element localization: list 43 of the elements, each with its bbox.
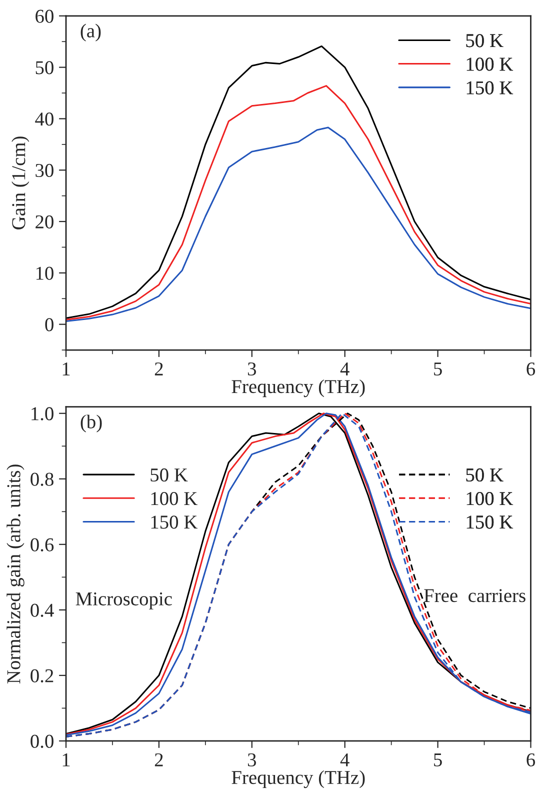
y-tick-label: 10 [36,266,54,280]
x-tick-label: 6 [526,362,536,376]
y-tick-label: 50 [36,61,54,74]
x-tick-label: 2 [154,753,163,766]
x-axis-title: Frequency (THz) [232,770,365,788]
x-tick-label: 6 [526,753,536,766]
annotation: Microscopic [76,592,172,610]
y-tick-label: 20 [36,215,54,228]
legend-label: 50 K [466,34,504,48]
annotation: (b) [80,414,102,432]
y-tick-label: 0.2 [30,669,54,682]
x-tick-label: 2 [154,362,163,376]
y-axis-title: Gain (1/cm) [12,136,30,230]
x-tick-label: 5 [434,362,442,376]
x-tick-label: 4 [340,362,350,376]
y-tick-label: 60 [36,10,54,23]
y-tick-label: 0.4 [30,604,54,617]
y-tick-label: 40 [35,112,54,126]
legend-label: 150 K [151,516,198,529]
legend-label: 100 K [151,492,198,506]
x-axis-title: Frequency (THz) [232,379,365,398]
y-tick-label: 1.0 [32,407,54,420]
x-tick-label: 3 [248,753,256,766]
x-tick-label: 5 [434,754,442,766]
y-axis-title: Normalized gain (arb. units) [6,464,24,684]
legend-label: 150 K [466,516,514,529]
y-tick-label: 30 [36,164,54,178]
y-tick-label: 0.0 [30,734,54,748]
x-tick-label: 3 [248,362,256,376]
x-tick-label: 1 [62,753,70,766]
legend-label: 50 K [466,468,504,482]
legend-label: 50 K [150,468,188,482]
legend-label: 100 K [466,58,514,71]
x-tick-label: 4 [340,753,350,766]
y-tick-label: 0.6 [30,538,54,552]
annotation: (a) [80,24,101,42]
y-tick-label: 0.8 [30,472,54,486]
legend-label: 100 K [466,492,514,506]
line-series [66,126,531,322]
legend-label: 150 K [466,81,514,94]
x-tick-label: 1 [62,362,70,376]
y-tick-label: 0 [45,318,54,332]
annotation: Free carriers [424,589,526,602]
